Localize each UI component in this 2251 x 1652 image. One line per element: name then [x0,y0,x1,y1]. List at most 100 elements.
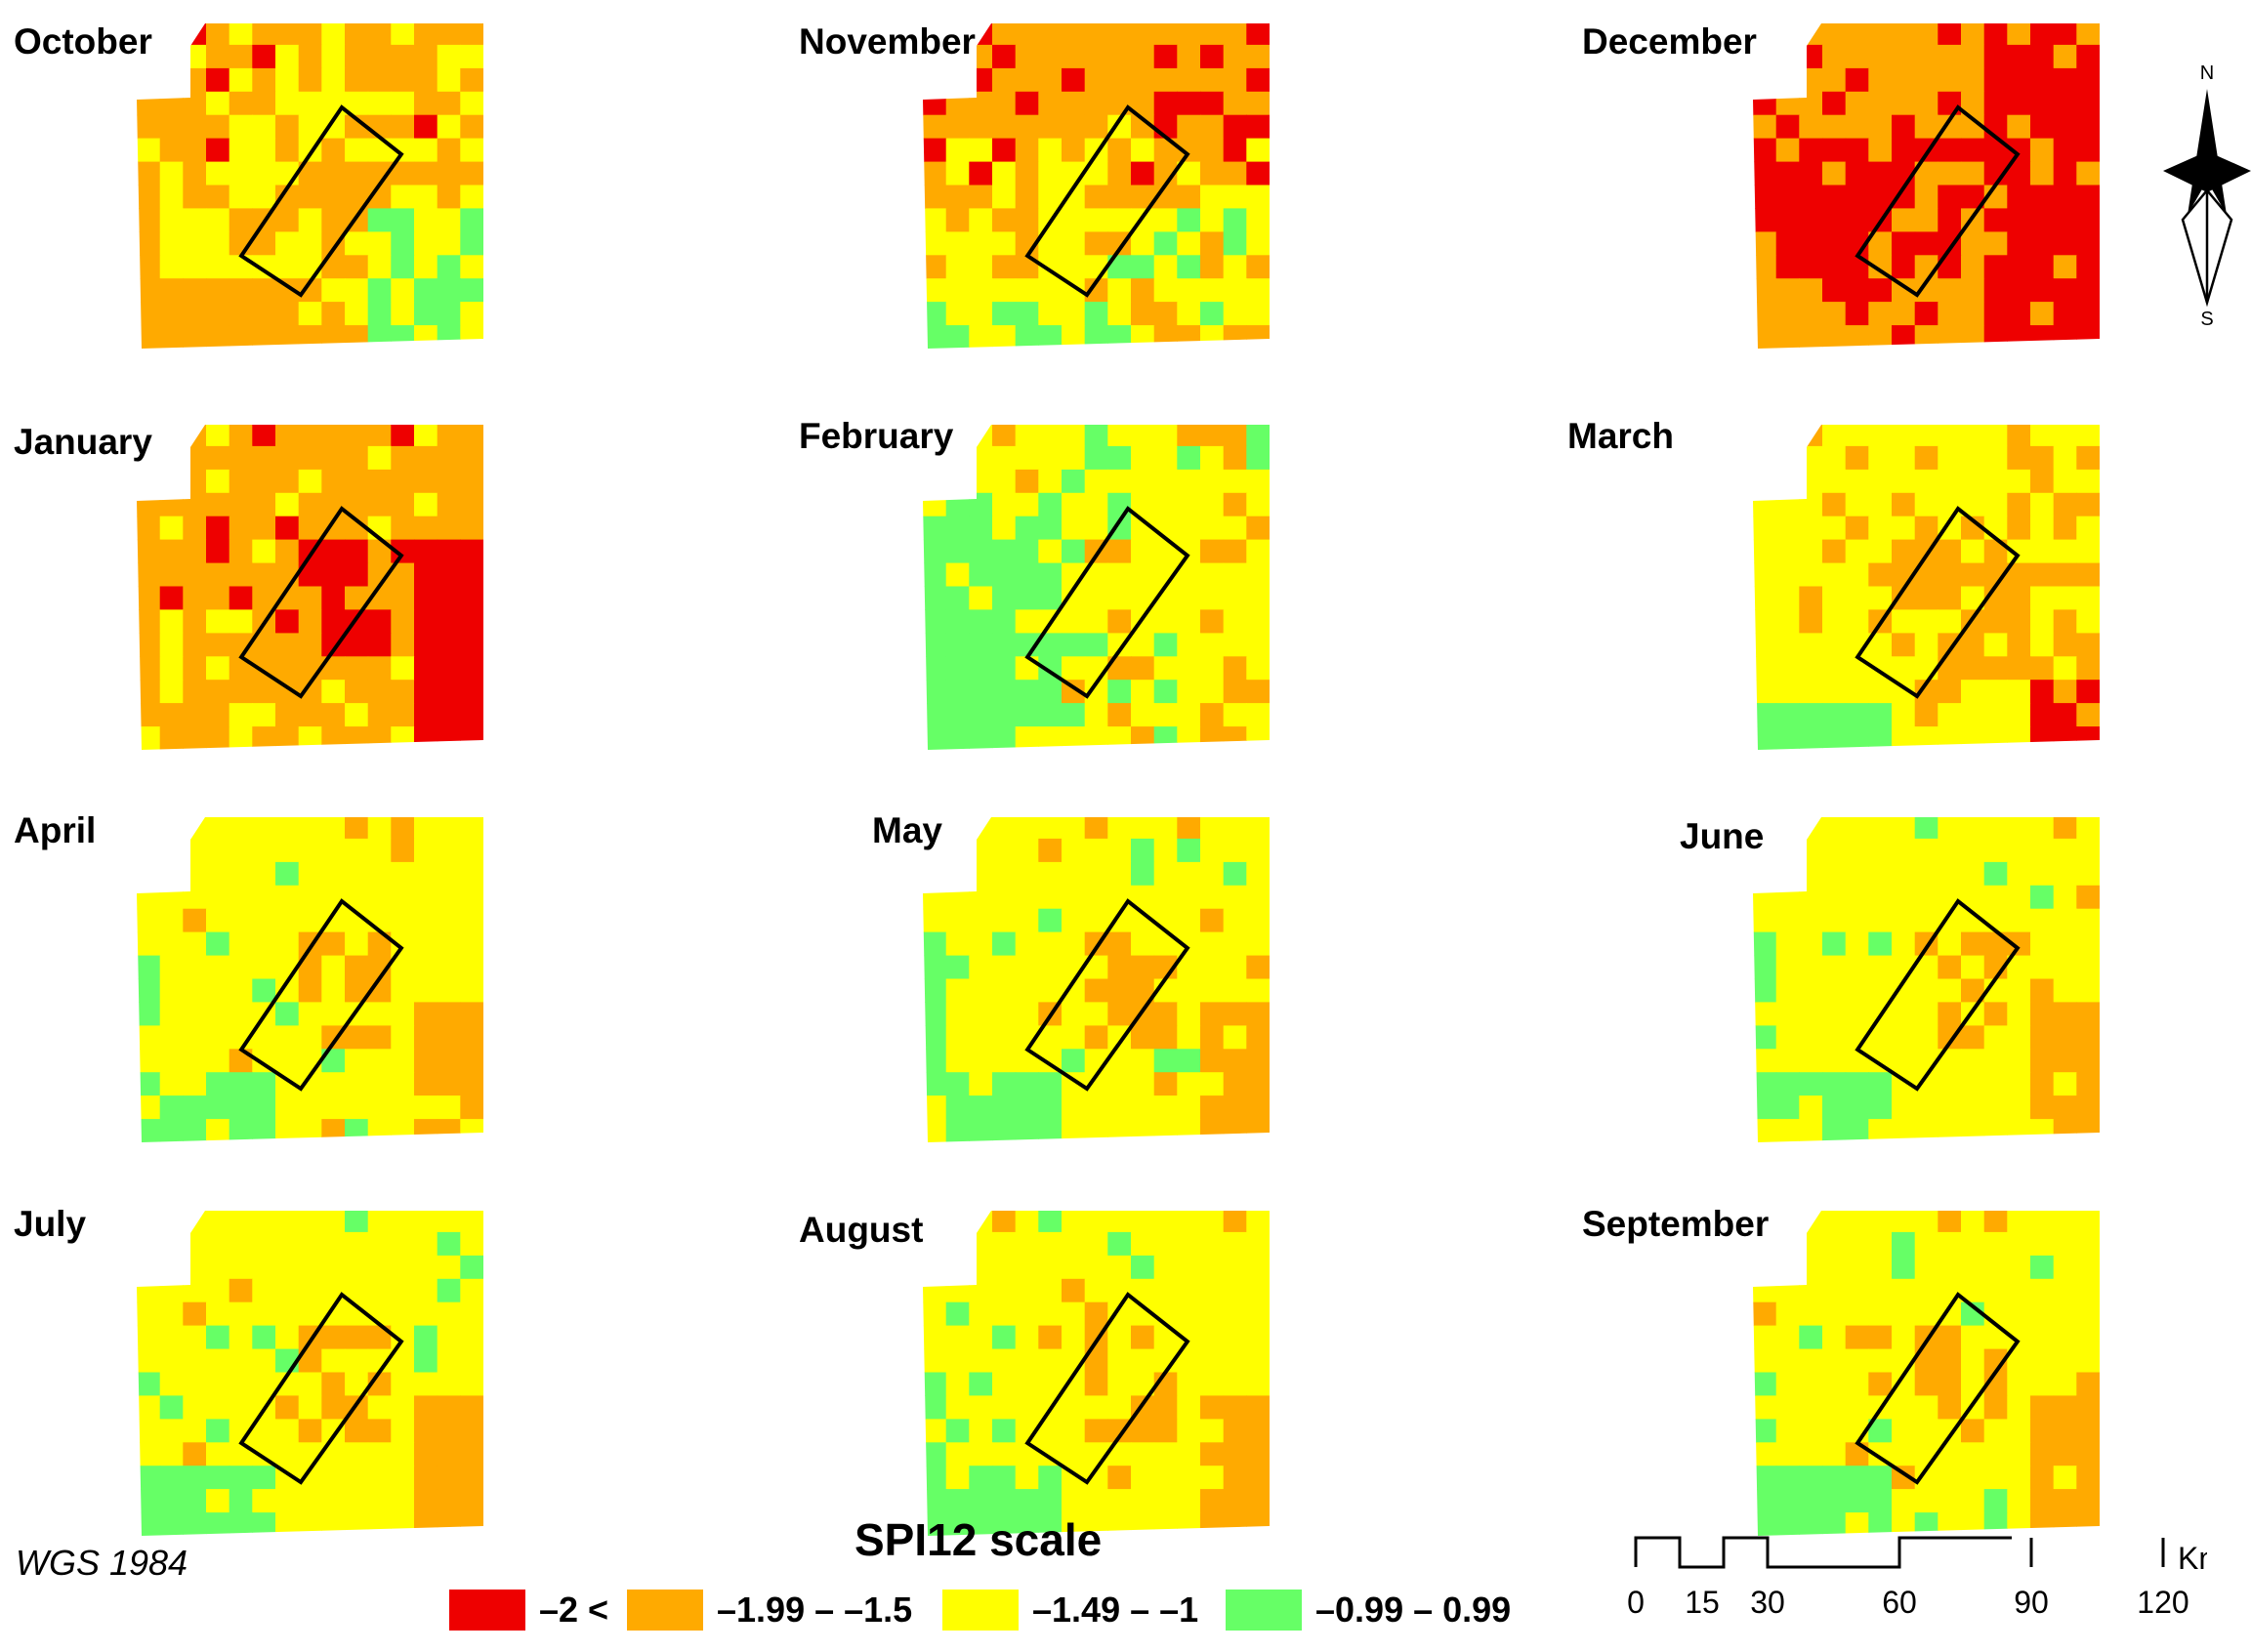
raster-cell [391,1072,415,1096]
raster-cell [1938,44,1962,69]
raster-cell [2053,255,2077,279]
raster-cell [1131,1419,1155,1443]
raster-cell [252,67,276,93]
raster-cell [229,138,253,163]
raster-cell [137,278,161,303]
raster-cell [1153,633,1178,657]
raster-cell [1799,516,1823,541]
raster-cell [437,817,461,840]
raster-cell [183,817,207,840]
raster-cell [1753,469,1777,494]
raster-cell [1799,255,1823,279]
raster-cell [1246,1211,1270,1233]
raster-cell [1822,1512,1847,1536]
raster-cell [1131,1025,1155,1050]
raster-cell [1822,445,1847,471]
raster-cell [159,138,184,163]
raster-cell [1914,1119,1938,1142]
raster-cell [2030,1255,2055,1280]
raster-cell [275,67,300,93]
raster-cell [1753,325,1777,349]
raster-cell [367,44,392,69]
raster-cell [275,1489,300,1513]
raster-cell [1799,680,1823,704]
raster-cell [1038,1301,1063,1327]
raster-cell [414,91,438,116]
raster-cell [137,1119,161,1142]
raster-cell [2076,817,2100,840]
raster-cell [1038,185,1063,209]
raster-cell [437,114,461,140]
raster-cell [183,1049,207,1073]
raster-cell [1938,1278,1962,1303]
raster-cells [137,425,483,750]
raster-cell [2030,255,2055,279]
raster-cell [1753,680,1777,704]
raster-cell [137,1466,161,1490]
raster-cell [367,1072,392,1096]
raster-cell [414,656,438,681]
raster-cell [460,1301,483,1327]
raster-cell [1799,1348,1823,1374]
raster-cell [1107,1002,1132,1026]
raster-cell [1038,445,1063,471]
raster-cell [159,67,184,93]
raster-cell [1845,1049,1869,1073]
raster-cell [298,586,322,610]
raster-cell [1015,931,1039,957]
raster-cell [1775,1049,1800,1073]
raster-cell [1753,138,1777,163]
raster-cell [1753,1348,1777,1374]
raster-cell [1892,44,1916,69]
raster-cell [275,255,300,279]
raster-cell [2030,703,2055,727]
raster-cell [137,908,161,933]
raster-cell [252,1301,276,1327]
raster-cell [2007,1025,2031,1050]
raster-cell [1868,680,1893,704]
raster-cell [1246,726,1270,750]
raster-cell [137,1301,161,1327]
raster-cell [2053,1025,2077,1050]
raster-cell [1845,703,1869,727]
raster-cell [1938,208,1962,232]
raster-cell [414,425,438,447]
raster-cell [1845,516,1869,541]
raster-cell [2030,633,2055,657]
raster-cell [2076,44,2100,69]
raster-cell [1775,838,1800,863]
raster-cell [992,609,1017,634]
raster-cell [1845,1002,1869,1026]
raster-cell [1938,425,1962,447]
raster-cells [923,1211,1270,1536]
raster-cell [969,1512,993,1536]
raster-cell [1845,255,1869,279]
raster-cell [414,1419,438,1443]
raster-cell [183,469,207,494]
raster-cell [1868,1095,1893,1120]
raster-cell [321,1002,346,1026]
raster-cell [1868,703,1893,727]
raster-cell [992,1512,1017,1536]
raster-cell [1868,1255,1893,1280]
raster-cell [1062,1002,1086,1026]
raster-cell [1753,908,1777,933]
raster-cell [969,861,993,887]
raster-cell [252,586,276,610]
raster-cell [1131,1325,1155,1350]
raster-cell [1131,138,1155,163]
raster-cell [345,1072,369,1096]
raster-cell [367,1231,392,1257]
raster-cell [345,539,369,564]
raster-cell [1200,1325,1225,1350]
raster-cell [1038,1072,1063,1096]
raster-cell [2030,185,2055,209]
raster-cell [1223,703,1247,727]
raster-cell [460,1489,483,1513]
raster-cell [229,425,253,447]
raster-cell [945,861,970,887]
raster-cell [2076,1049,2100,1073]
raster-cell [2007,1466,2031,1490]
raster-cell [137,955,161,980]
raster-cell [1822,562,1847,588]
